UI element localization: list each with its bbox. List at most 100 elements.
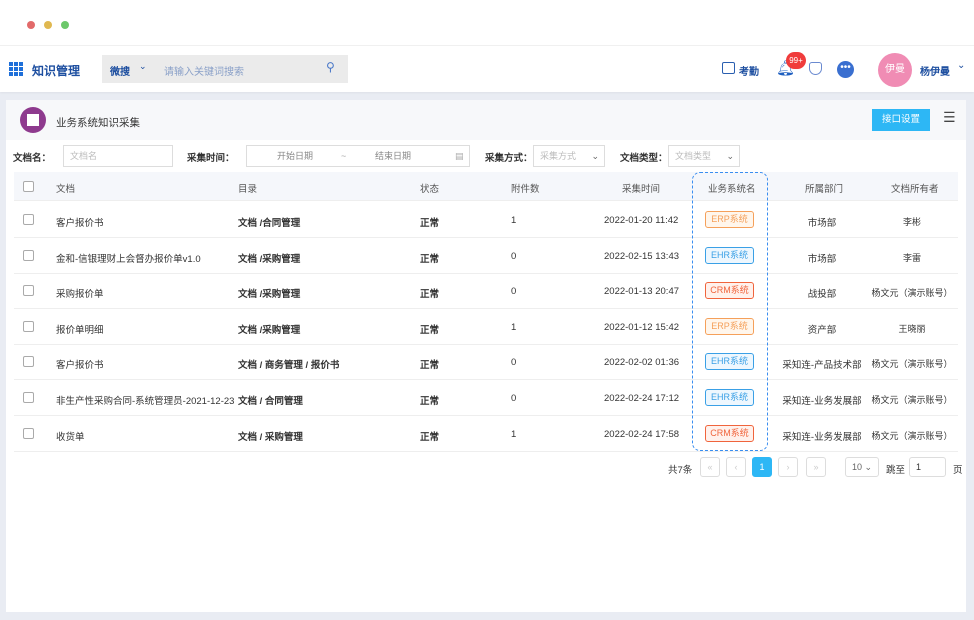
end-date-input[interactable]: 结束日期 [375,151,412,161]
column-header-time[interactable]: 采集时间 [622,184,661,195]
jump-page-input[interactable]: 1 [909,457,946,477]
date-range-picker[interactable]: 开始日期 ~ 结束日期 ▤ [246,145,470,167]
column-header-doc[interactable]: 文档 [56,184,76,195]
chevron-down-icon: ⌄ [726,151,734,161]
attachments-cell: 1 [511,215,517,226]
time-cell: 2022-02-24 17:12 [604,393,680,404]
select-all-checkbox[interactable] [23,181,34,192]
owner-cell: 杨文元（演示账号） [871,359,953,370]
type-label: 文档类型： [620,153,668,164]
user-name[interactable]: 杨伊曼 [920,67,950,78]
time-cell: 2022-01-12 15:42 [604,321,680,333]
system-tag: EHR系统 [705,389,754,406]
attachments-cell: 1 [511,321,517,333]
row-checkbox[interactable] [23,392,34,403]
search-icon[interactable]: ⚲ [326,60,335,74]
method-select[interactable]: 采集方式 ⌄ [533,145,605,167]
prev-page-button[interactable]: ‹ [726,457,746,477]
page-suffix: 页 [953,465,963,476]
more-icon[interactable]: ••• [837,61,854,78]
page-1-button[interactable]: 1 [752,457,772,477]
table-row[interactable]: 客户报价书 文档 /合同管理 正常 1 2022-01-20 11:42 ERP… [14,202,958,238]
doc-name-cell[interactable]: 采购报价单 [56,289,104,301]
doc-name-label: 文档名： [13,153,52,164]
interface-settings-button[interactable]: 接口设置 [872,109,930,131]
table-row[interactable]: 非生产性采购合同-系统管理员-2021-12-23 文档 / 合同管理 正常 0… [14,380,958,416]
minimize-window-button[interactable] [44,21,52,29]
maximize-window-button[interactable] [61,21,69,29]
doc-name-cell[interactable]: 客户报价书 [56,218,104,229]
owner-cell: 李雷 [902,252,921,263]
page-size-value: 10 [851,462,862,472]
column-header-attachments[interactable]: 附件数 [511,184,540,195]
doc-name-cell[interactable]: 金和-信银理财上会督办报价单v1.0 [56,253,201,265]
first-page-button[interactable]: « [700,457,720,477]
doc-name-cell[interactable]: 收货单 [56,431,85,443]
search-bar[interactable]: 微搜 ⌄ 请输入关键词搜索 ⚲ [102,55,348,83]
doc-name-cell[interactable]: 报价单明细 [56,324,104,336]
row-checkbox[interactable] [23,356,34,368]
calendar-icon[interactable]: ▤ [455,151,464,161]
chevron-down-icon[interactable]: ⌄ [139,61,147,71]
jump-label: 跳至 [886,465,906,476]
column-header-dept[interactable]: 所属部门 [805,184,844,195]
shield-icon[interactable] [809,62,822,75]
row-checkbox[interactable] [23,320,34,332]
dept-cell: 市场部 [807,218,837,229]
system-tag: ERP系统 [705,317,754,335]
table-row[interactable]: 采购报价单 文档 /采购管理 正常 0 2022-01-13 20:47 CRM… [14,273,958,310]
notification-badge: 99+ [786,52,806,69]
system-tag: ERP系统 [705,211,754,228]
attendance-link[interactable]: 考勤 [739,67,759,78]
apps-grid-icon[interactable] [9,62,23,76]
attachments-cell: 0 [511,393,517,404]
column-header-status[interactable]: 状态 [420,184,440,195]
dept-cell: 战投部 [807,289,837,301]
calendar-icon [722,62,735,74]
table-row[interactable]: 收货单 文档 / 采购管理 正常 1 2022-02-24 17:58 CRM系… [14,416,958,452]
owner-cell: 王晓丽 [898,323,926,334]
start-date-input[interactable]: 开始日期 [277,151,314,161]
search-input[interactable]: 请输入关键词搜索 [164,67,244,78]
column-header-owner[interactable]: 文档所有者 [891,184,939,195]
list-menu-icon[interactable]: ☰ [943,109,956,125]
doc-name-cell[interactable]: 客户报价书 [56,360,104,372]
dir-cell: 文档 /采购管理 [238,253,301,265]
next-page-button[interactable]: › [778,457,798,477]
dir-cell: 文档 /采购管理 [238,289,301,301]
row-checkbox[interactable] [23,214,34,225]
row-checkbox[interactable] [23,285,34,297]
chevron-down-icon[interactable]: ⌄ [957,60,966,71]
close-window-button[interactable] [27,21,35,29]
window-chrome [0,0,974,46]
table-row[interactable]: 客户报价书 文档 / 商务管理 / 报价书 正常 0 2022-02-02 01… [14,344,958,381]
status-cell: 正常 [420,396,440,407]
top-bar: 知识管理 微搜 ⌄ 请输入关键词搜索 ⚲ 考勤 🔔︎ 99+ ••• 伊曼 杨伊… [0,46,974,92]
column-header-dir[interactable]: 目录 [238,184,258,195]
dept-cell: 资产部 [807,324,837,336]
status-cell: 正常 [420,431,440,443]
dept-cell: 采知连-产品技术部 [782,360,862,372]
column-header-system[interactable]: 业务系统名 [708,184,756,195]
page-size-select[interactable]: 10 ⌄ [845,457,879,477]
doc-name-cell[interactable]: 非生产性采购合同-系统管理员-2021-12-23 [56,396,235,407]
system-tag: EHR系统 [705,353,754,371]
card-header [6,100,966,140]
table-row[interactable]: 金和-信银理财上会督办报价单v1.0 文档 /采购管理 正常 0 2022-02… [14,238,958,274]
table-row[interactable]: 报价单明细 文档 /采购管理 正常 1 2022-01-12 15:42 ERP… [14,309,958,345]
last-page-button[interactable]: » [806,457,826,477]
page-title: 业务系统知识采集 [56,117,140,129]
row-checkbox[interactable] [23,427,34,439]
range-separator: ~ [341,151,347,161]
status-cell: 正常 [420,324,440,336]
row-checkbox[interactable] [23,249,34,261]
cube-logo-icon [20,107,46,133]
avatar[interactable]: 伊曼 [878,53,912,87]
search-scope-select[interactable]: 微搜 [110,67,130,78]
doc-name-input[interactable]: 文档名 [63,145,173,167]
chevron-down-icon: ⌄ [591,151,599,161]
dept-cell: 市场部 [807,253,837,265]
type-select[interactable]: 文档类型 ⌄ [668,145,740,167]
dept-cell: 采知连-业务发展部 [782,396,862,407]
status-cell: 正常 [420,360,440,372]
